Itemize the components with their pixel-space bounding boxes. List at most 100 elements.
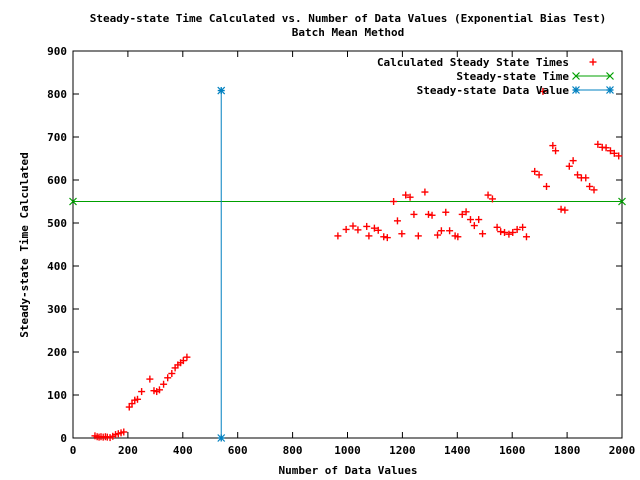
data-point	[493, 223, 501, 231]
data-point	[406, 193, 414, 201]
data-point	[424, 210, 432, 218]
data-point	[535, 171, 543, 179]
chart-title: Steady-state Time Calculated vs. Number …	[90, 12, 607, 25]
data-point	[342, 225, 350, 233]
plot-frame	[72, 50, 623, 439]
x-tick-label: 600	[228, 444, 248, 457]
data-point	[479, 230, 487, 238]
axis-ticks: 0 200 400 600 800 1000 1200 1400 1600 1800 2000 0 10…	[47, 45, 635, 457]
data-point	[561, 206, 569, 214]
data-point	[470, 222, 478, 230]
data-point	[390, 198, 398, 205]
y-axis-label: Steady-state Time Calculated	[18, 152, 31, 337]
data-point	[217, 434, 226, 442]
data-point	[217, 86, 226, 95]
data-point	[549, 142, 557, 150]
data-point	[552, 147, 560, 155]
data-point	[522, 233, 530, 241]
data-point	[414, 232, 422, 240]
data-point	[428, 211, 436, 219]
data-point	[602, 144, 610, 152]
data-point	[155, 386, 163, 394]
point-mark-d2	[618, 197, 626, 206]
legend-label: Steady-state Time	[456, 70, 569, 83]
x-tick-label: 1000	[334, 444, 361, 457]
data-point	[505, 230, 513, 238]
data-point	[569, 157, 577, 165]
data-point	[69, 197, 77, 206]
y-tick-label: 900	[47, 45, 67, 58]
y-tick-label: 600	[47, 174, 67, 187]
x-tick-label: 800	[283, 444, 303, 457]
data-point	[519, 223, 527, 231]
data-point	[365, 232, 373, 240]
data-point	[183, 353, 191, 361]
data-point	[363, 222, 371, 230]
data-point	[594, 140, 602, 148]
y-tick-label: 700	[47, 131, 67, 144]
legend-mark-right-d2	[606, 72, 614, 80]
x-tick-label: 1800	[554, 444, 581, 457]
point-mark-d2	[217, 86, 226, 95]
data-point	[168, 370, 176, 377]
data-point	[120, 428, 128, 436]
data-point	[380, 233, 388, 241]
y-tick-label: 400	[47, 260, 67, 273]
data-point	[513, 225, 521, 233]
x-tick-label: 400	[173, 444, 193, 457]
series-lines	[73, 90, 622, 438]
legend-entry: Steady-state Time	[456, 70, 614, 83]
data-point	[539, 87, 547, 95]
data-point	[454, 233, 462, 241]
data-point	[509, 228, 517, 236]
data-point	[410, 210, 418, 218]
data-points	[69, 86, 626, 442]
data-point	[134, 395, 142, 403]
data-point	[466, 216, 474, 224]
chart-subtitle: Batch Mean Method	[292, 26, 405, 39]
y-tick-label: 0	[60, 432, 67, 445]
data-point	[462, 208, 470, 216]
point-mark-d2	[217, 434, 226, 442]
legend-mark-left-d2	[572, 72, 580, 80]
legend-mark-right-d2	[606, 86, 614, 94]
legend-label: Calculated Steady State Times	[377, 56, 569, 69]
y-tick-label: 300	[47, 303, 67, 316]
data-point	[179, 357, 187, 365]
data-point	[484, 191, 492, 199]
point-mark-d2	[69, 197, 77, 206]
data-point	[501, 228, 509, 236]
y-tick-label: 500	[47, 217, 67, 230]
data-point	[160, 380, 168, 388]
data-point	[586, 182, 594, 190]
data-point	[446, 227, 454, 235]
data-point	[393, 217, 401, 225]
data-point	[531, 167, 539, 175]
legend-mark-left-d2	[572, 86, 580, 94]
x-tick-label: 200	[118, 444, 138, 457]
data-point	[402, 191, 410, 199]
x-tick-label: 0	[70, 444, 77, 457]
data-point	[383, 234, 391, 242]
data-point	[565, 162, 573, 170]
data-point	[543, 182, 551, 190]
legend-label: Steady-state Data Value	[417, 84, 570, 97]
data-point	[615, 152, 623, 160]
legend-entry: Calculated Steady State Times	[377, 56, 597, 69]
data-point	[421, 188, 429, 196]
data-point	[606, 147, 614, 155]
data-point	[146, 375, 154, 383]
data-point	[370, 224, 378, 232]
data-point	[458, 210, 466, 218]
data-point	[398, 230, 406, 238]
data-point	[590, 186, 598, 194]
data-point	[574, 171, 582, 179]
data-point	[475, 216, 483, 224]
data-point	[138, 388, 146, 396]
data-point	[374, 226, 382, 234]
y-tick-label: 100	[47, 389, 67, 402]
x-axis-label: Number of Data Values	[278, 464, 417, 477]
x-tick-label: 1200	[389, 444, 416, 457]
y-tick-label: 800	[47, 88, 67, 101]
